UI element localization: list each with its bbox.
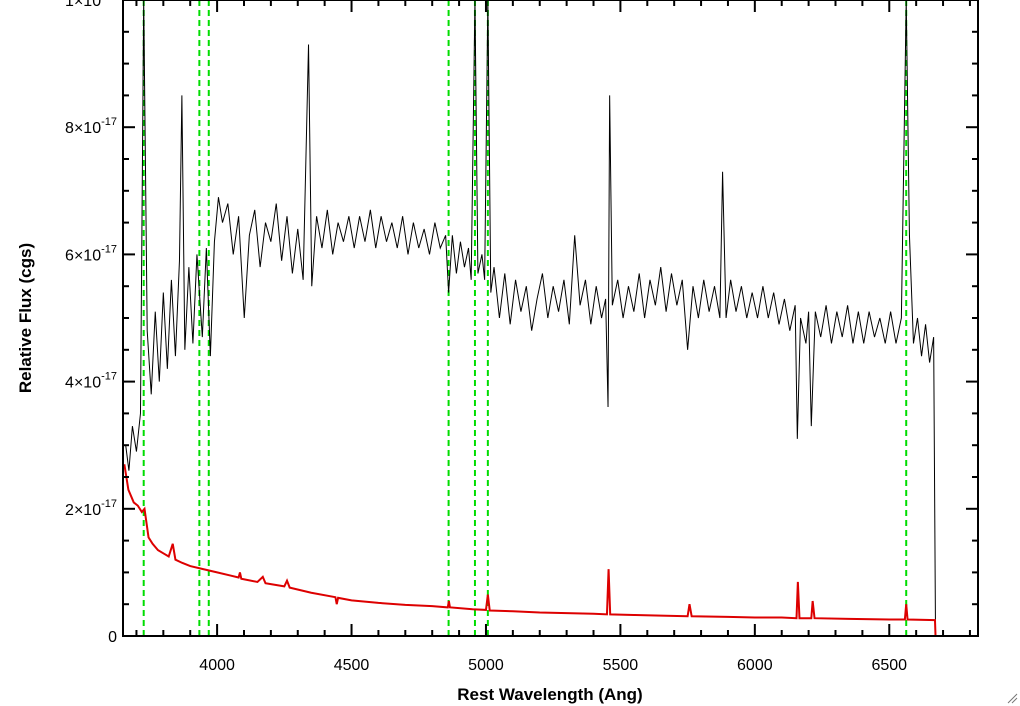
x-tick-label: 6000 — [737, 657, 773, 674]
y-tick-label: 1×10-16 — [65, 0, 117, 10]
x-tick-label: 4000 — [199, 657, 235, 674]
y-tick-label: 8×10-17 — [65, 116, 117, 137]
x-tick-label: 5500 — [603, 657, 639, 674]
y-tick-label: 6×10-17 — [65, 243, 117, 264]
y-tick-label: 2×10-17 — [65, 498, 117, 519]
x-tick-label: 5000 — [468, 657, 504, 674]
error-line — [123, 464, 965, 636]
axes — [122, 0, 979, 637]
y-axis-title: Relative Flux (cgs) — [16, 243, 35, 393]
tick-labels: 4000 4500 5000 5500 6000 6500 0 2×10-17 4×10-17 6… — [65, 0, 907, 674]
series-layer — [123, 0, 965, 636]
y-tick-label: 0 — [108, 629, 117, 646]
y-tick-label: 4×10-17 — [65, 371, 117, 392]
x-tick-label: 6500 — [871, 657, 907, 674]
spectrum-line — [125, 0, 937, 636]
resize-grip-icon[interactable] — [1006, 692, 1018, 704]
x-axis-title: Rest Wavelength (Ang) — [457, 685, 642, 704]
x-tick-label: 4500 — [334, 657, 370, 674]
emission-line-markers — [142, 0, 908, 636]
